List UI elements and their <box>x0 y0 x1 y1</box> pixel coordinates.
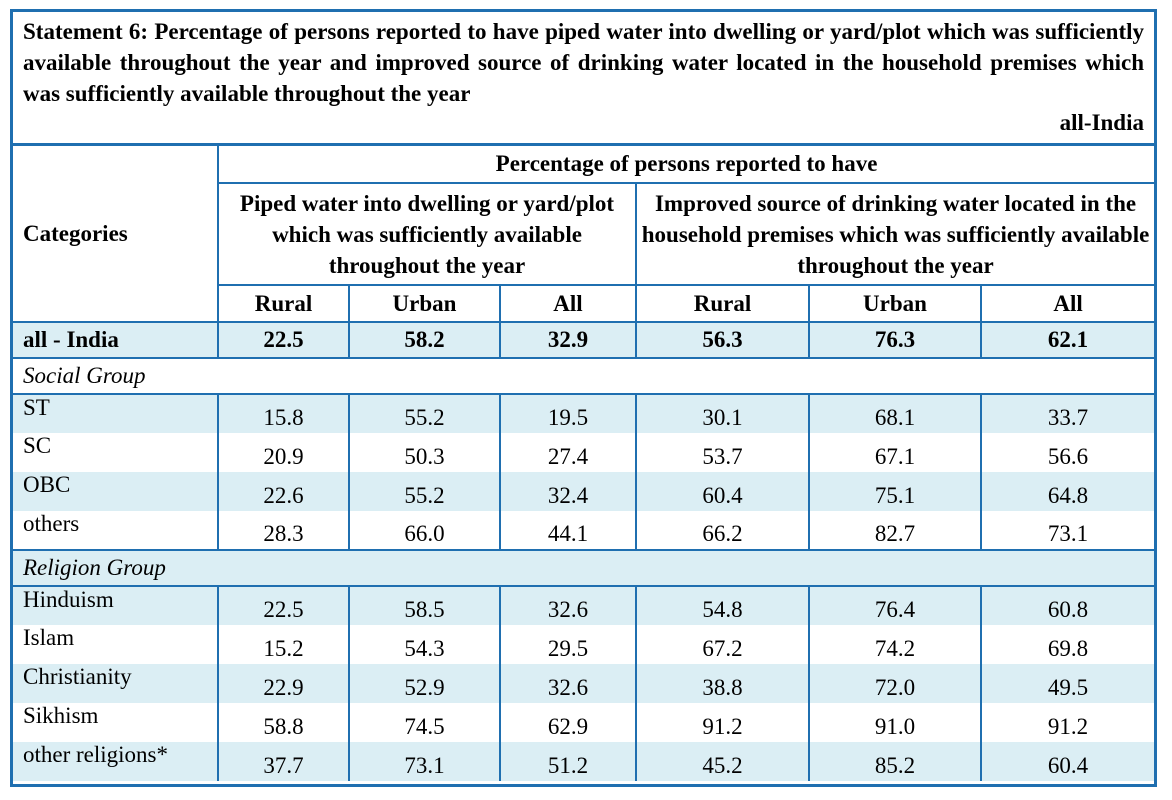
row-label: ST <box>13 394 218 433</box>
section-row: Social Group <box>13 357 1155 395</box>
value-cell: 33.7 <box>979 394 1155 433</box>
value-cell: 60.8 <box>979 586 1155 625</box>
value-cell: 72.0 <box>808 664 981 703</box>
value-cell: 28.3 <box>217 511 349 550</box>
value-cell: 64.8 <box>979 472 1155 511</box>
row-label: SC <box>23 433 52 458</box>
value-cell: 74.5 <box>348 703 500 742</box>
subheader-rural-piped: Rural <box>217 284 349 323</box>
value-cell: 75.1 <box>808 472 981 511</box>
statement-title: Statement 6: Percentage of persons repor… <box>23 19 1144 106</box>
data-table: Categories Percentage of persons reporte… <box>13 146 1155 781</box>
value-cell: 66.2 <box>635 511 809 550</box>
categories-header: Categories <box>13 146 218 323</box>
value-cell: 32.6 <box>499 586 636 625</box>
value-cell: 82.7 <box>808 511 981 550</box>
value-cell: 32.6 <box>499 664 636 703</box>
value-cell: 76.4 <box>808 586 981 625</box>
subheader-rural-improved: Rural <box>635 284 809 323</box>
value-cell: 51.2 <box>499 742 636 781</box>
value-cell: 22.6 <box>217 472 349 511</box>
row-label: Islam <box>23 625 75 650</box>
value-cell: 55.2 <box>348 394 500 433</box>
row-label: others <box>23 511 80 536</box>
value-cell: 58.2 <box>348 321 500 359</box>
value-cell: 69.8 <box>979 625 1155 664</box>
value-cell: 32.9 <box>499 321 636 359</box>
value-cell: 74.2 <box>808 625 981 664</box>
value-cell: 73.1 <box>979 511 1155 550</box>
table-row: Christianity 22.9 52.9 32.6 38.8 72.0 49.5 <box>13 664 1155 703</box>
row-label: other religions* <box>13 742 218 781</box>
value-cell: 44.1 <box>499 511 636 550</box>
value-cell: 38.8 <box>635 664 809 703</box>
row-label: Hinduism <box>13 586 218 625</box>
value-cell: 54.3 <box>348 625 500 664</box>
value-cell: 91.2 <box>635 703 809 742</box>
value-cell: 62.1 <box>979 321 1155 359</box>
subheader-urban-improved: Urban <box>808 284 981 323</box>
row-label: Sikhism <box>23 703 99 728</box>
value-cell: 85.2 <box>808 742 981 781</box>
total-row: all - India 22.5 58.2 32.9 56.3 76.3 62.1 <box>13 321 1155 359</box>
section-row: Religion Group <box>13 549 1155 587</box>
value-cell: 37.7 <box>217 742 349 781</box>
table-row: ST 15.8 55.2 19.5 30.1 68.1 33.7 <box>13 394 1155 433</box>
value-cell: 32.4 <box>499 472 636 511</box>
value-cell: 29.5 <box>499 625 636 664</box>
value-cell: 62.9 <box>499 703 636 742</box>
value-cell: 55.2 <box>348 472 500 511</box>
section-title: Religion Group <box>13 549 1155 587</box>
value-cell: 27.4 <box>499 433 636 472</box>
value-cell: 91.0 <box>808 703 981 742</box>
table-row: OBC 22.6 55.2 32.4 60.4 75.1 64.8 <box>13 472 1155 511</box>
value-cell: 58.5 <box>348 586 500 625</box>
subheader-all-piped: All <box>499 284 636 323</box>
value-cell: 60.4 <box>979 742 1155 781</box>
value-cell: 58.8 <box>217 703 349 742</box>
statement-frame: Statement 6: Percentage of persons repor… <box>10 9 1157 787</box>
piped-water-header: Piped water into dwelling or yard/plot w… <box>217 182 636 285</box>
table-row: Sikhism 58.8 74.5 62.9 91.2 91.0 91.2 <box>13 703 1155 742</box>
value-cell: 22.5 <box>217 586 349 625</box>
value-cell: 67.1 <box>808 433 981 472</box>
value-cell: 15.2 <box>217 625 349 664</box>
value-cell: 50.3 <box>348 433 500 472</box>
section-title: Social Group <box>13 357 1155 395</box>
value-cell: 56.3 <box>635 321 809 359</box>
value-cell: 45.2 <box>635 742 809 781</box>
row-label: OBC <box>13 472 218 511</box>
table-row: Islam 15.2 54.3 29.5 67.2 74.2 69.8 <box>13 625 1155 664</box>
value-cell: 22.5 <box>217 321 349 359</box>
value-cell: 91.2 <box>979 703 1155 742</box>
table-row: other religions* 37.7 73.1 51.2 45.2 85.2 60.4 <box>13 742 1155 781</box>
table-row: SC 20.9 50.3 27.4 53.7 67.1 56.6 <box>13 433 1155 472</box>
value-cell: 68.1 <box>808 394 981 433</box>
value-cell: 49.5 <box>979 664 1155 703</box>
row-label: Christianity <box>13 664 218 703</box>
value-cell: 22.9 <box>217 664 349 703</box>
table-row: Hinduism 22.5 58.5 32.6 54.8 76.4 60.8 <box>13 586 1155 625</box>
value-cell: 19.5 <box>499 394 636 433</box>
value-cell: 54.8 <box>635 586 809 625</box>
value-cell: 73.1 <box>348 742 500 781</box>
top-header: Percentage of persons reported to have <box>216 146 1155 183</box>
table-row: others 28.3 66.0 44.1 66.2 82.7 73.1 <box>13 511 1155 550</box>
value-cell: 15.8 <box>217 394 349 433</box>
subheader-all-improved: All <box>979 284 1155 323</box>
value-cell: 52.9 <box>348 664 500 703</box>
row-label: all - India <box>13 321 218 359</box>
value-cell: 76.3 <box>808 321 981 359</box>
improved-source-header: Improved source of drinking water locate… <box>634 182 1155 285</box>
region-label: all-India <box>1059 110 1144 135</box>
title-box: Statement 6: Percentage of persons repor… <box>13 12 1154 146</box>
value-cell: 30.1 <box>635 394 809 433</box>
value-cell: 60.4 <box>635 472 809 511</box>
subheader-urban-piped: Urban <box>348 284 500 323</box>
value-cell: 20.9 <box>217 433 349 472</box>
value-cell: 56.6 <box>979 433 1155 472</box>
value-cell: 66.0 <box>348 511 500 550</box>
value-cell: 67.2 <box>635 625 809 664</box>
value-cell: 53.7 <box>635 433 809 472</box>
